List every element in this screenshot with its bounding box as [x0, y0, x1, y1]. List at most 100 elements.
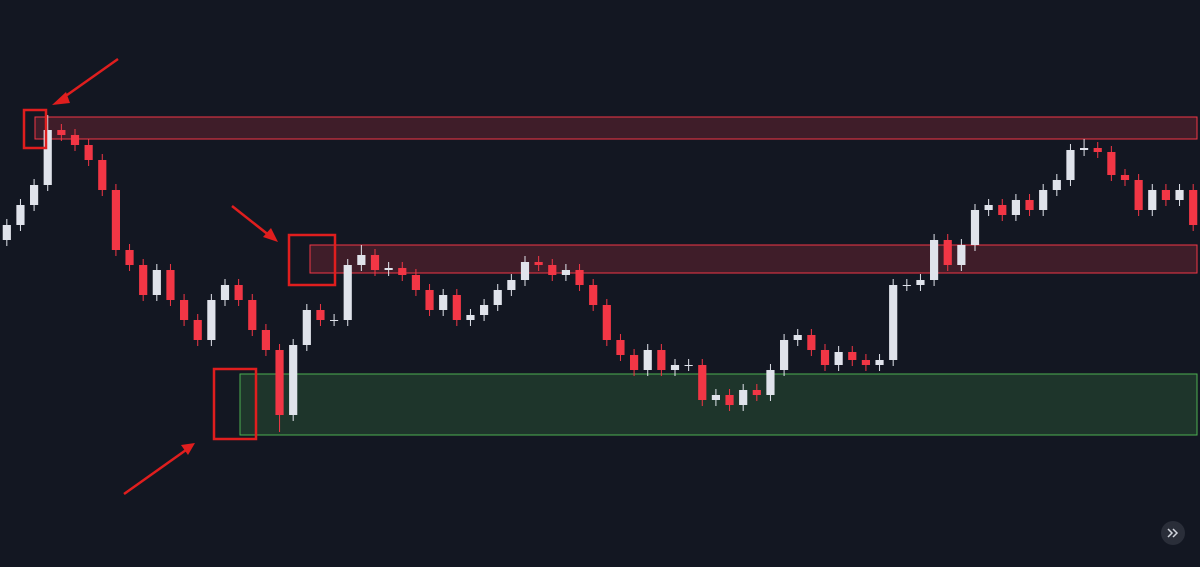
candle-body	[480, 305, 489, 315]
candle-body	[425, 290, 434, 310]
candle-body	[370, 255, 380, 270]
candle-body	[766, 370, 775, 395]
candle-body	[193, 320, 202, 340]
highlight-box	[287, 233, 337, 287]
candle-body	[180, 300, 189, 320]
candle-body	[943, 240, 952, 265]
candle-body	[807, 335, 816, 350]
candle-body	[534, 262, 543, 265]
candle-body	[752, 390, 761, 395]
highlight-box	[212, 367, 258, 441]
candle-body	[384, 268, 393, 270]
candle-body	[1161, 190, 1170, 200]
candle-body	[439, 295, 448, 310]
candle-body	[970, 210, 980, 245]
candle-body	[930, 240, 939, 280]
candle-body	[207, 300, 216, 340]
candle-body	[343, 265, 352, 320]
highlight-box	[22, 108, 48, 150]
candles	[2, 115, 1198, 432]
candle-body	[793, 335, 802, 340]
candle-body	[1080, 148, 1089, 150]
candle-body	[1120, 175, 1130, 180]
candle-body	[411, 275, 420, 290]
scroll-button-icon[interactable]	[1167, 528, 1179, 538]
candle-body	[561, 270, 570, 275]
candle-body	[152, 270, 161, 295]
candle-body	[916, 280, 925, 285]
candle-body	[57, 130, 66, 135]
candle-body	[275, 350, 284, 415]
candle-body	[589, 285, 598, 305]
candle-body	[1052, 180, 1061, 190]
candle-body	[1039, 190, 1048, 210]
candle-body	[1175, 190, 1184, 200]
candle-body	[698, 365, 707, 400]
zones	[34, 116, 1198, 436]
candle-body	[220, 285, 230, 300]
candle-body	[902, 285, 911, 286]
candle-body	[739, 390, 748, 405]
zone	[34, 116, 1198, 140]
candle-body	[507, 280, 516, 290]
candle-body	[684, 365, 693, 366]
candle-body	[998, 205, 1007, 215]
candle-body	[657, 350, 666, 370]
arrow	[123, 448, 187, 496]
arrow	[231, 205, 271, 237]
scroll-button[interactable]	[1161, 521, 1185, 545]
arrow	[59, 57, 119, 102]
candle-body	[1189, 190, 1198, 225]
candle-body	[548, 265, 557, 275]
candle-body	[2, 225, 11, 240]
candle-body	[889, 285, 898, 360]
candle-body	[725, 395, 734, 405]
candle-body	[261, 330, 270, 350]
arrow-head	[52, 92, 70, 105]
candle-body	[70, 135, 80, 145]
candle-body	[1148, 190, 1157, 210]
candle-body	[861, 360, 870, 365]
candle-body	[84, 145, 93, 160]
candle-body	[630, 355, 639, 370]
candle-body	[493, 290, 502, 305]
candle-body	[820, 350, 830, 365]
candle-body	[30, 185, 39, 205]
candle-body	[302, 310, 311, 345]
candle-body	[780, 340, 789, 370]
candle-body	[711, 395, 720, 400]
candle-body	[289, 345, 298, 415]
candle-body	[16, 205, 25, 225]
candle-body	[984, 205, 993, 210]
zone	[309, 244, 1198, 274]
candle-body	[1107, 152, 1116, 175]
candle-body	[575, 270, 584, 285]
candle-body	[1066, 150, 1075, 180]
candle-body	[234, 285, 243, 300]
candle-body	[875, 360, 884, 365]
annotations	[22, 57, 337, 496]
candle-body	[43, 130, 52, 185]
candle-body	[466, 315, 475, 320]
candle-body	[357, 255, 366, 265]
candle-body	[957, 245, 966, 265]
candle-body	[111, 190, 120, 250]
candle-body	[248, 300, 257, 330]
candle-body	[1025, 200, 1034, 210]
candle-body	[670, 365, 680, 370]
candle-body	[98, 160, 107, 190]
arrow-head	[181, 443, 195, 455]
candle-body	[848, 352, 857, 360]
candle-body	[1093, 148, 1102, 152]
candle-body	[1134, 180, 1143, 210]
candle-body	[139, 265, 148, 295]
candle-body	[316, 310, 325, 320]
candle-body	[602, 305, 611, 340]
candle-body	[398, 268, 407, 275]
candle-body	[1011, 200, 1020, 215]
candle-body	[452, 295, 461, 320]
candle-body	[330, 320, 339, 321]
